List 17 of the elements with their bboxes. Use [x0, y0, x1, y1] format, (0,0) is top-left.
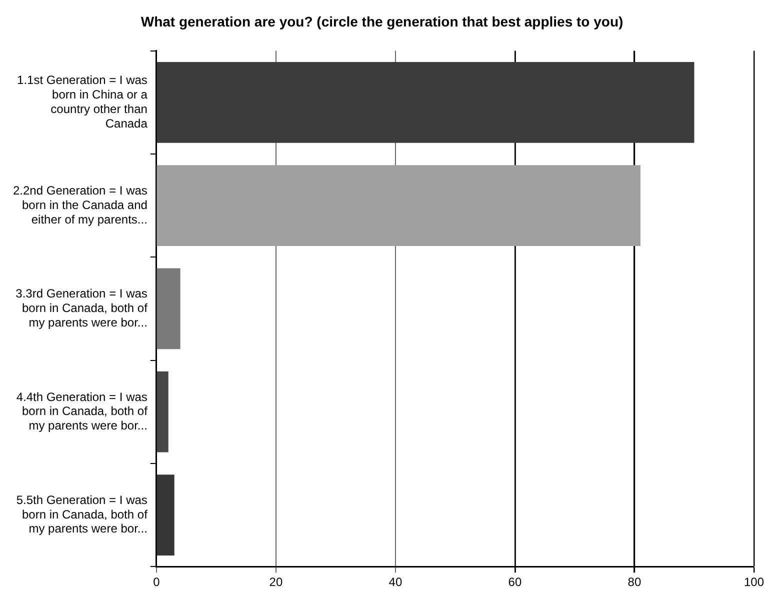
y-tick-label: 2.2nd Generation = I was born in the Canada and either of my parents... — [13, 183, 148, 226]
y-tick-label: 5.5th Generation = I was born in Canada, both of my parents were bor... — [16, 492, 148, 536]
y-tick-label: 4.4th Generation = I was born in Canada, both of my parents were bor... — [16, 390, 148, 433]
y-tick-label: 1.1st Generation = I was born in China or a country other than Canada — [17, 73, 148, 130]
bar — [156, 371, 168, 452]
x-tick-label: 100 — [744, 575, 764, 590]
bar — [156, 62, 694, 143]
x-tick-label: 80 — [628, 575, 642, 590]
x-tick-label: 40 — [388, 575, 402, 590]
y-tick-label: 3.3rd Generation = I was born in Canada, both of my parents were bor... — [16, 286, 148, 330]
x-tick-label: 20 — [269, 575, 283, 590]
bar — [156, 268, 180, 350]
chart-title: What generation are you? (circle the generation that best applies to you) — [140, 13, 624, 30]
x-tick-label: 0 — [153, 575, 160, 590]
x-tick-label: 60 — [508, 575, 522, 590]
bar — [156, 474, 174, 556]
bar — [156, 165, 640, 246]
